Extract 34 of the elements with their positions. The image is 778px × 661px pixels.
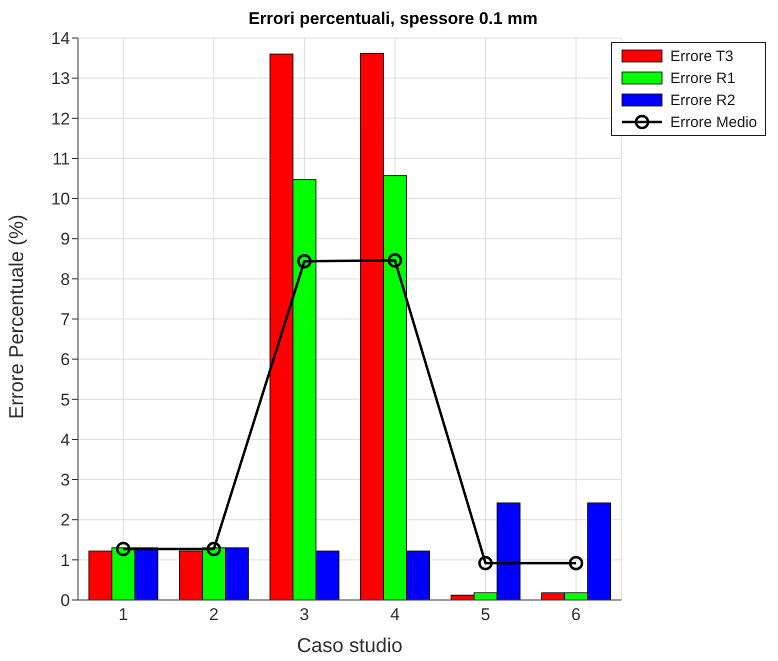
y-axis-title: Errore Percentuale (%) xyxy=(6,214,28,419)
x-tick-label: 1 xyxy=(118,605,128,624)
point xyxy=(206,542,222,556)
x-axis-title: Caso studio xyxy=(296,635,402,658)
x-tick-label: 3 xyxy=(300,605,310,624)
y-tick-label: 4 xyxy=(60,430,70,450)
legend-label: Errore R2 xyxy=(670,92,736,108)
y-tick-label: 9 xyxy=(60,230,70,249)
y-tick-label: 2 xyxy=(60,510,70,530)
x-tick-label: 2 xyxy=(209,605,219,624)
chart-title: Errori percentuali, spessore 0.1 mm xyxy=(247,8,539,30)
y-tick-label: 14 xyxy=(51,29,70,48)
point xyxy=(568,556,584,570)
point xyxy=(116,542,131,556)
point xyxy=(297,254,312,268)
legend-label: Errore T3 xyxy=(670,48,734,64)
x-tick-label: 5 xyxy=(480,605,490,624)
y-tick-label: 0 xyxy=(60,591,70,610)
y-tick-label: 13 xyxy=(51,69,70,88)
y-tick-label: 1 xyxy=(60,550,70,570)
y-tick-label: 11 xyxy=(52,149,70,168)
legend-label: Errore Medio xyxy=(670,114,757,130)
y-tick-label: 5 xyxy=(60,390,70,410)
y-tick-label: 10 xyxy=(51,190,70,209)
legend-label: Errore R1 xyxy=(670,70,736,86)
point xyxy=(388,253,402,268)
y-tick-label: 7 xyxy=(60,310,70,330)
x-tick-label: 4 xyxy=(390,605,400,624)
y-tick-label: 3 xyxy=(60,470,70,490)
y-tick-label: 12 xyxy=(51,109,70,128)
y-tick-label: 8 xyxy=(60,270,70,289)
y-tick-label: 6 xyxy=(60,350,70,370)
point xyxy=(478,556,493,570)
x-tick-label: 6 xyxy=(571,605,581,624)
